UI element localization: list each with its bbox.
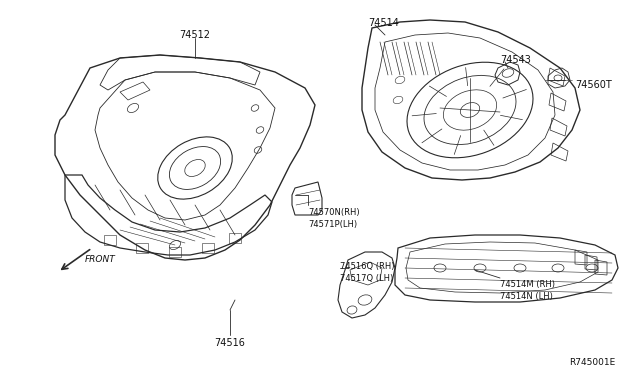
Text: 74543: 74543 [500,55,531,65]
Text: 74560T: 74560T [575,80,612,90]
Text: 74514N (LH): 74514N (LH) [500,292,553,301]
Text: 74512: 74512 [179,30,211,40]
Text: 74517Q (LH): 74517Q (LH) [340,274,393,283]
Text: 74570N(RH): 74570N(RH) [308,208,360,217]
Text: FRONT: FRONT [85,255,116,264]
Text: 74571P(LH): 74571P(LH) [308,220,357,229]
Text: 74516: 74516 [214,338,245,348]
Text: R745001E: R745001E [569,358,615,367]
Text: 74514M (RH): 74514M (RH) [500,280,555,289]
Text: 74514: 74514 [368,18,399,28]
Text: 74516Q (RH): 74516Q (RH) [340,262,394,271]
